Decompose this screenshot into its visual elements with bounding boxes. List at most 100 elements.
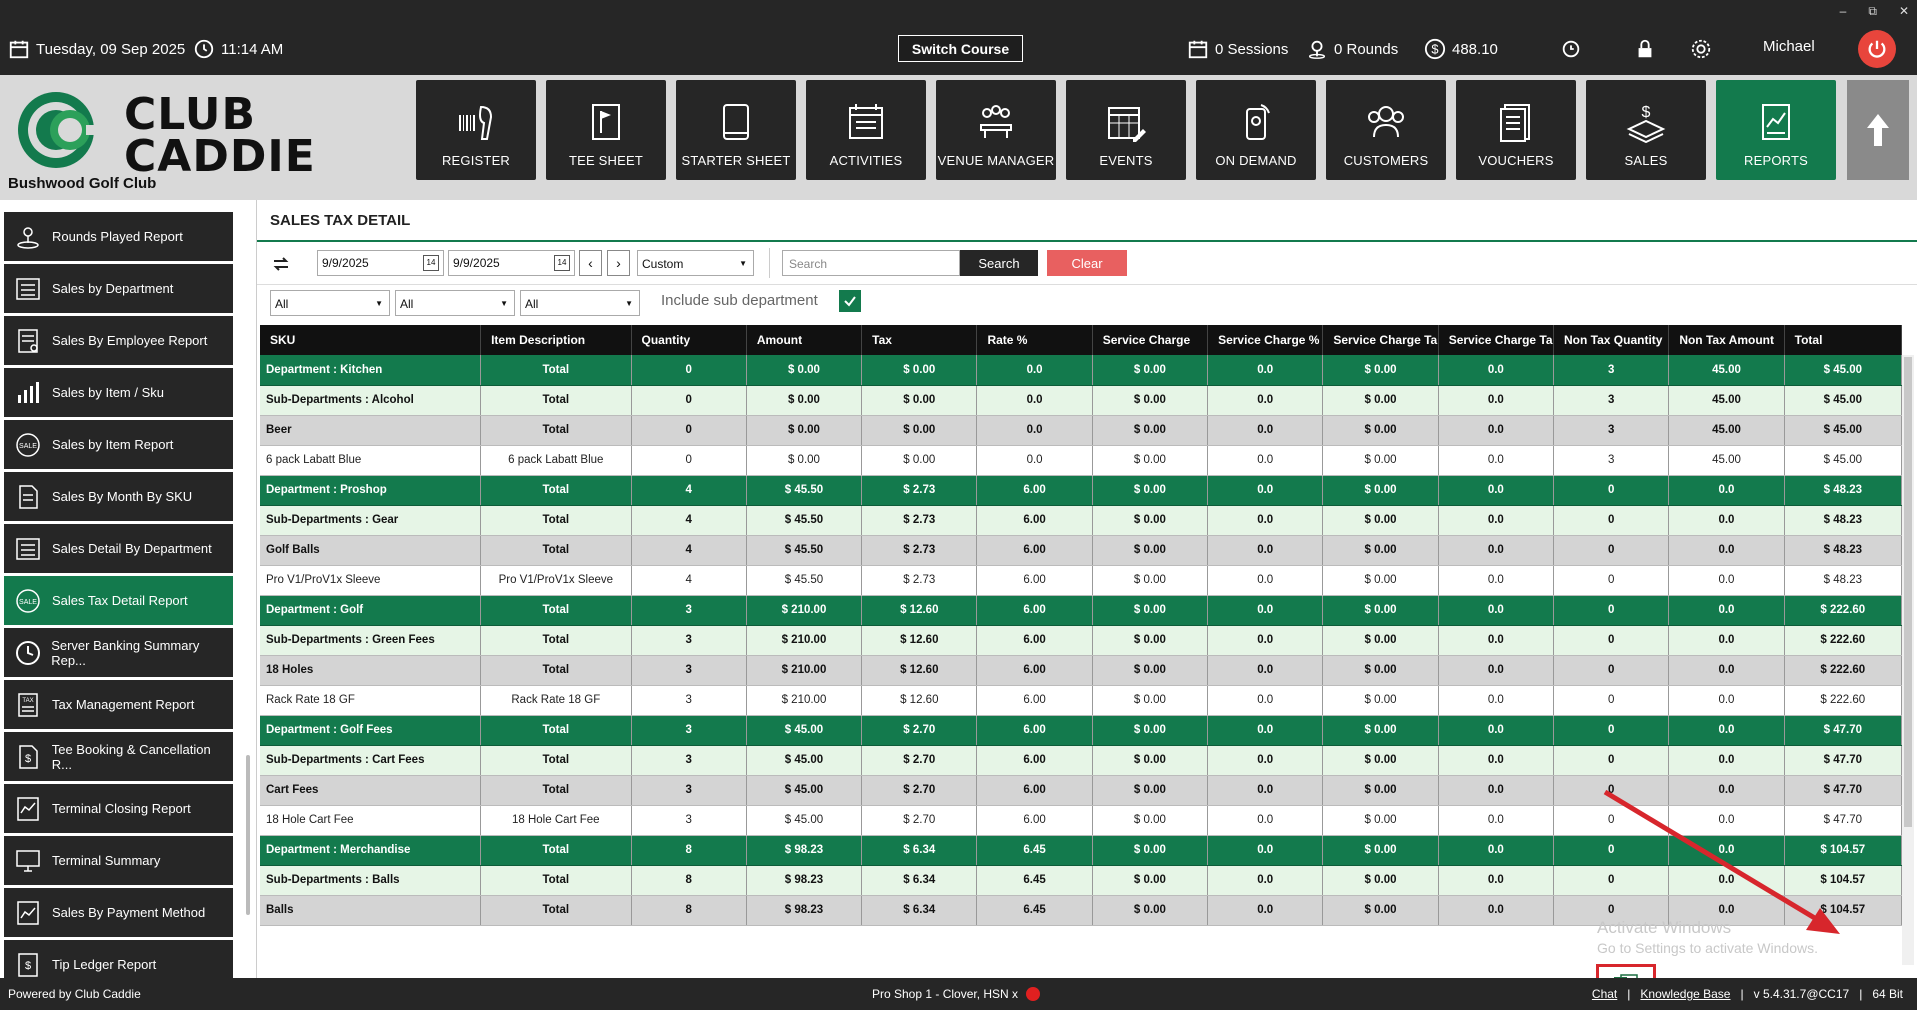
table-row[interactable]: Department : Kitchen Total 0 $ 0.00 $ 0.00 0.… <box>260 355 1902 386</box>
table-row[interactable]: Beer Total 0 $ 0.00 $ 0.00 0.0 $ 0.00 0.0 $ 0.00… <box>260 415 1902 446</box>
table-cell: $ 98.23 <box>746 835 863 866</box>
refresh-icon[interactable] <box>269 252 293 276</box>
sidebar-item-sales-by-department[interactable]: Sales by Department <box>4 264 233 313</box>
date-to-input[interactable]: 9/9/2025 14 <box>448 250 575 276</box>
settings-button[interactable] <box>1690 38 1712 60</box>
close-icon[interactable]: ✕ <box>1898 4 1909 18</box>
date-to-value: 9/9/2025 <box>453 256 500 270</box>
department-filter-select[interactable]: All ▼ <box>270 290 390 316</box>
nav-customers-button[interactable]: CUSTOMERS <box>1326 80 1446 180</box>
table-cell: $ 2.70 <box>861 805 978 836</box>
rounds-display[interactable]: 0 Rounds <box>1306 38 1398 60</box>
table-row[interactable]: Golf Balls Total 4 $ 45.50 $ 2.73 6.00 $ 0.00 0… <box>260 535 1902 566</box>
column-header[interactable]: Total <box>1784 325 1902 355</box>
minimize-icon[interactable]: – <box>1839 4 1847 18</box>
sidebar-item-tee-booking-cancellation[interactable]: $ Tee Booking & Cancellation R... <box>4 732 233 781</box>
sidebar-item-rounds-played[interactable]: Rounds Played Report <box>4 212 233 261</box>
date-from-input[interactable]: 9/9/2025 14 <box>317 250 444 276</box>
table-row[interactable]: Sub-Departments : Gear Total 4 $ 45.50 $ 2.7… <box>260 505 1902 536</box>
table-row[interactable]: Sub-Departments : Cart Fees Total 3 $ 45.00… <box>260 745 1902 776</box>
nav-register-button[interactable]: REGISTER <box>416 80 536 180</box>
nav-on-demand-button[interactable]: ON DEMAND <box>1196 80 1316 180</box>
sidebar-item-sales-by-item-report[interactable]: SALE Sales by Item Report <box>4 420 233 469</box>
nav-vouchers-button[interactable]: VOUCHERS <box>1456 80 1576 180</box>
scroll-up-button[interactable] <box>1847 80 1909 180</box>
power-button[interactable] <box>1858 30 1896 68</box>
table-cell: 18 Hole Cart Fee <box>480 805 632 836</box>
table-row[interactable]: Cart Fees Total 3 $ 45.00 $ 2.70 6.00 $ 0.00 0.… <box>260 775 1902 806</box>
sidebar-item-tip-ledger[interactable]: $ Tip Ledger Report <box>4 940 233 978</box>
period-select[interactable]: Custom ▼ <box>637 250 754 276</box>
column-header[interactable]: Tax <box>861 325 978 355</box>
column-header[interactable]: Service Charge % <box>1207 325 1324 355</box>
include-sub-department-checkbox[interactable] <box>839 290 861 312</box>
table-cell: $ 104.57 <box>1784 895 1902 926</box>
table-row[interactable]: Department : Golf Total 3 $ 210.00 $ 12.60 6.… <box>260 595 1902 626</box>
column-header[interactable]: Service Charge <box>1092 325 1209 355</box>
nav-starter-sheet-button[interactable]: STARTER SHEET <box>676 80 796 180</box>
balance-display[interactable]: $ 488.10 <box>1424 38 1498 60</box>
table-row[interactable]: 6 pack Labatt Blue 6 pack Labatt Blue 0 $ 0… <box>260 445 1902 476</box>
nav-reports-button[interactable]: REPORTS <box>1716 80 1836 180</box>
knowledge-base-link[interactable]: Knowledge Base <box>1640 987 1731 1001</box>
table-row[interactable]: 18 Holes Total 3 $ 210.00 $ 12.60 6.00 $ 0.00 0… <box>260 655 1902 686</box>
user-name[interactable]: Michael <box>1763 38 1815 55</box>
sidebar-item-terminal-summary[interactable]: Terminal Summary <box>4 836 233 885</box>
previous-date-button[interactable]: ‹ <box>579 250 602 276</box>
lock-button[interactable] <box>1634 38 1656 60</box>
scrollbar-thumb[interactable] <box>1904 357 1912 827</box>
sidebar-item-server-banking-summary[interactable]: Server Banking Summary Rep... <box>4 628 233 677</box>
sidebar-item-sales-by-payment-method[interactable]: Sales By Payment Method <box>4 888 233 937</box>
nav-tee-sheet-button[interactable]: TEE SHEET <box>546 80 666 180</box>
column-header[interactable]: Service Charge Ta <box>1438 325 1555 355</box>
sidebar-item-sales-by-month-sku[interactable]: Sales By Month By SKU <box>4 472 233 521</box>
calendar-icon[interactable]: 14 <box>423 255 439 271</box>
sidebar-item-tax-management[interactable]: TAX Tax Management Report <box>4 680 233 729</box>
table-cell: 0.0 <box>1438 895 1555 926</box>
sidebar-item-sales-by-employee[interactable]: Sales By Employee Report <box>4 316 233 365</box>
column-header[interactable]: Quantity <box>631 325 747 355</box>
restore-icon[interactable]: ⧉ <box>1868 4 1877 18</box>
sidebar-item-sales-detail-by-department[interactable]: Sales Detail By Department <box>4 524 233 573</box>
column-header[interactable]: SKU <box>260 325 482 355</box>
search-input[interactable]: Search <box>782 250 960 276</box>
table-row[interactable]: Sub-Departments : Balls Total 8 $ 98.23 $ 6.… <box>260 865 1902 896</box>
column-header[interactable]: Non Tax Quantity <box>1553 325 1670 355</box>
sub-department-filter-select[interactable]: All ▼ <box>395 290 515 316</box>
period-value: Custom <box>642 257 684 271</box>
table-cell: 0.0 <box>1438 535 1555 566</box>
table-row[interactable]: Department : Merchandise Total 8 $ 98.23 $ 6… <box>260 835 1902 866</box>
sidebar-item-sales-by-item-sku[interactable]: Sales by Item / Sku <box>4 368 233 417</box>
table-row[interactable]: Department : Proshop Total 4 $ 45.50 $ 2.73 6… <box>260 475 1902 506</box>
column-header[interactable]: Service Charge Ta <box>1322 325 1439 355</box>
nav-events-button[interactable]: EVENTS <box>1066 80 1186 180</box>
group-filter-select[interactable]: All ▼ <box>520 290 640 316</box>
table-cell: 6.45 <box>976 895 1093 926</box>
table-row[interactable]: Sub-Departments : Alcohol Total 0 $ 0.00 $ 0… <box>260 385 1902 416</box>
search-button[interactable]: Search <box>960 250 1038 276</box>
table-scrollbar[interactable] <box>1902 355 1914 965</box>
sidebar-item-terminal-closing[interactable]: Terminal Closing Report <box>4 784 233 833</box>
nav-activities-button[interactable]: ACTIVITIES <box>806 80 926 180</box>
chat-link[interactable]: Chat <box>1591 987 1618 1001</box>
table-row[interactable]: Rack Rate 18 GF Rack Rate 18 GF 3 $ 210.00 $… <box>260 685 1902 716</box>
column-header[interactable]: Non Tax Amount <box>1668 325 1785 355</box>
calendar-icon[interactable]: 14 <box>554 255 570 271</box>
nav-sales-button[interactable]: $ SALES <box>1586 80 1706 180</box>
clear-button[interactable]: Clear <box>1047 250 1127 276</box>
column-header[interactable]: Amount <box>746 325 863 355</box>
column-header[interactable]: Item Description <box>480 325 632 355</box>
column-header[interactable]: Rate % <box>976 325 1093 355</box>
table-row[interactable]: Pro V1/ProV1x Sleeve Pro V1/ProV1x Sleeve… <box>260 565 1902 596</box>
table-row[interactable]: 18 Hole Cart Fee 18 Hole Cart Fee 3 $ 45.00… <box>260 805 1902 836</box>
table-row[interactable]: Sub-Departments : Green Fees Total 3 $ 210.… <box>260 625 1902 656</box>
sidebar-scrollbar[interactable] <box>246 755 250 915</box>
sessions-display[interactable]: 0 Sessions <box>1187 38 1288 60</box>
switch-course-button[interactable]: Switch Course <box>898 35 1023 62</box>
history-button[interactable] <box>1560 38 1582 60</box>
table-row[interactable]: Department : Golf Fees Total 3 $ 45.00 $ 2.7… <box>260 715 1902 746</box>
sidebar-item-sales-tax-detail[interactable]: SALE Sales Tax Detail Report <box>4 576 233 625</box>
next-date-button[interactable]: › <box>607 250 630 276</box>
table-row[interactable]: Balls Total 8 $ 98.23 $ 6.34 6.45 $ 0.00 0.0 $ 0… <box>260 895 1902 926</box>
nav-venue-manager-button[interactable]: VENUE MANAGER <box>936 80 1056 180</box>
